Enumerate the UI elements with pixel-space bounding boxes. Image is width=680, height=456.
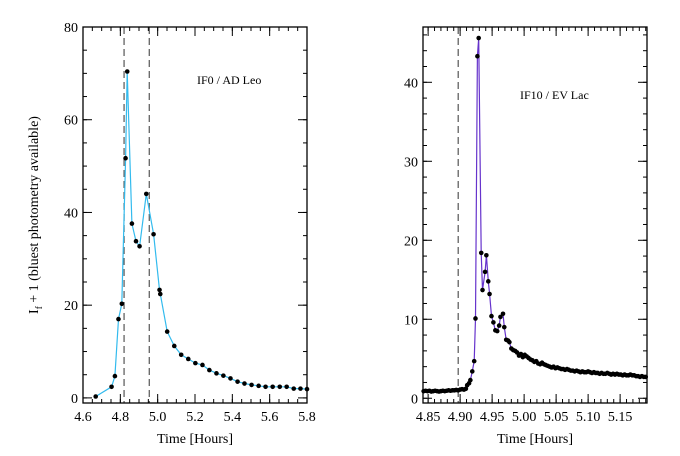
data-point — [116, 316, 121, 322]
data-point — [482, 269, 488, 275]
x-tick-label: 5.15 — [608, 410, 633, 425]
data-point — [478, 250, 484, 256]
plot-frame — [422, 26, 648, 404]
data-point — [277, 384, 283, 390]
data-point — [496, 323, 502, 328]
x-tick-label: 4.85 — [416, 410, 441, 425]
y-label-sub: f — [34, 306, 44, 309]
data-point — [480, 287, 485, 293]
x-tick-label: 5.10 — [576, 410, 601, 425]
x-axis-label-left: Time [Hours] — [157, 432, 233, 447]
x-tick-label: 4.8 — [112, 410, 130, 425]
annotation-ev-lac: IF10 / EV Lac — [520, 88, 589, 102]
y-tick-label: 20 — [404, 234, 418, 249]
data-point — [157, 287, 162, 293]
x-tick-label: 5.4 — [224, 410, 242, 425]
data-point — [164, 329, 170, 334]
x-tick-label: 5.6 — [261, 410, 279, 425]
data-point — [137, 243, 142, 249]
data-point — [133, 238, 139, 244]
x-tick-label: 4.90 — [448, 410, 473, 425]
y-axis-label: If + 1 (bluest photometry available) — [27, 116, 44, 314]
plot-frame — [82, 26, 308, 404]
x-tick-label: 5.0 — [149, 410, 167, 425]
x-tick-label: 5.00 — [512, 410, 537, 425]
data-point — [228, 376, 233, 381]
data-point — [500, 311, 506, 317]
y-tick-label: 40 — [64, 206, 78, 221]
data-point — [93, 394, 98, 399]
data-point — [185, 356, 191, 362]
data-point — [298, 386, 303, 391]
data-point — [178, 352, 184, 358]
y-tick-label: 30 — [404, 155, 418, 170]
data-point — [473, 316, 478, 321]
data-point — [151, 231, 156, 237]
data-point — [157, 291, 163, 297]
data-point — [471, 358, 477, 364]
panel-ad-leo: 4.6 4.8 5.0 5.2 5.4 5.6 5.8 0 20 40 60 80 IF0 / AD … — [27, 21, 316, 447]
data-point — [463, 386, 469, 392]
data-point — [291, 386, 297, 391]
y-tick-label: 80 — [64, 21, 78, 36]
data-point — [143, 191, 149, 197]
data-point — [468, 377, 473, 383]
data-point — [119, 301, 125, 307]
x-tick-label: 5.8 — [298, 410, 316, 425]
data-point — [109, 384, 114, 390]
panel-ev-lac: 4.85 4.90 4.95 5.00 5.05 5.10 5.15 0 10 20 30 40 IF… — [404, 26, 649, 447]
data-point — [487, 291, 492, 297]
data-point — [469, 369, 475, 374]
data-point — [491, 320, 496, 325]
y-tick-label: 20 — [64, 299, 78, 314]
data-point — [498, 314, 503, 320]
y-label-main: I — [27, 309, 42, 314]
x-tick-label: 5.05 — [544, 410, 569, 425]
data-point — [270, 384, 275, 390]
y-tick-label: 60 — [64, 114, 78, 129]
data-point — [484, 252, 489, 258]
x-tick-label: 5.2 — [186, 410, 204, 425]
data-point — [171, 343, 177, 349]
data-point — [494, 328, 500, 334]
data-point — [489, 313, 494, 319]
series-line — [95, 71, 308, 398]
x-axis-label-right: Time [Hours] — [497, 432, 573, 447]
data-point — [249, 382, 254, 388]
data-point — [207, 367, 212, 373]
data-point — [221, 373, 226, 378]
data-point — [235, 379, 240, 384]
data-point — [476, 35, 481, 41]
data-point — [501, 324, 507, 330]
data-point — [263, 384, 268, 390]
data-point — [123, 155, 128, 161]
data-point — [124, 69, 130, 74]
x-tick-label: 4.95 — [480, 410, 505, 425]
data-point — [214, 371, 219, 376]
data-point — [507, 339, 512, 345]
data-point — [129, 221, 135, 226]
y-tick-label: 10 — [404, 313, 418, 328]
data-point — [242, 381, 247, 386]
data-point — [256, 383, 261, 389]
y-tick-label: 0 — [71, 392, 78, 407]
data-point — [284, 384, 289, 390]
data-point — [475, 53, 480, 59]
data-point — [200, 362, 205, 368]
y-tick-label: 40 — [404, 76, 418, 91]
data-point — [485, 279, 491, 284]
x-tick-label: 4.6 — [74, 410, 92, 425]
data-point — [112, 373, 118, 379]
y-tick-label: 0 — [411, 392, 418, 407]
y-label-rest: + 1 (bluest photometry available) — [27, 116, 42, 307]
annotation-ad-leo: IF0 / AD Leo — [197, 73, 261, 87]
data-point — [193, 360, 198, 366]
